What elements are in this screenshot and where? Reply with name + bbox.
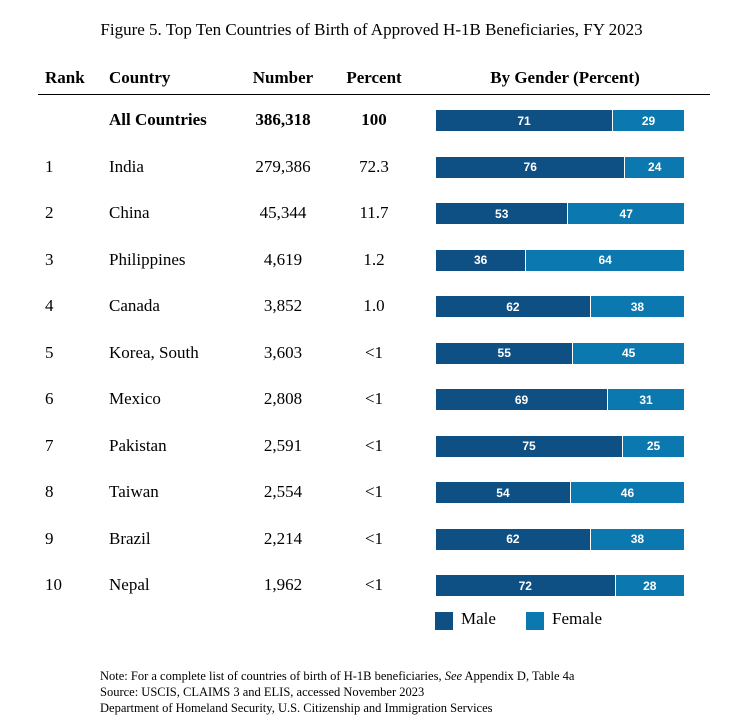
percent-cell: <1 [364,389,384,408]
note-line: Note: For a complete list of countries o… [100,668,574,684]
male-bar-segment: 72 [436,575,615,596]
number-cell: 45,344 [259,203,307,222]
note-see: See [444,669,463,683]
rank-cell: 10 [45,575,62,594]
legend-female-label: Female [552,609,603,628]
number-cell: 2,591 [263,435,303,455]
rank-cell: 2 [45,203,54,222]
female-bar-segment: 38 [589,528,684,550]
header-number: Number [252,68,314,87]
country-cell: India [109,156,144,176]
legend-male-swatch [435,612,453,630]
male-bar-segment: 55 [436,342,573,364]
agency-line: Department of Homeland Security, U.S. Ci… [100,701,493,715]
male-bar-segment: 71 [436,110,613,131]
percent-cell: 72.3 [359,156,389,176]
percent-cell: <1 [364,435,384,455]
rank-cell: 5 [45,342,54,362]
rank-cell: 1 [45,156,54,176]
number-cell: 3,852 [263,296,303,315]
percent-cell: 100 [361,110,387,129]
rank-cell: 6 [45,389,54,408]
header-rule [38,94,710,95]
header-percent: Percent [346,68,402,87]
percent-cell: 1.2 [363,249,385,269]
note-suffix: Appendix D, Table 4a [462,669,575,683]
number-cell: 2,554 [263,482,303,501]
gender-bar: 62 38 [436,528,684,550]
rank-cell: 7 [45,435,54,455]
male-bar-segment: 53 [436,203,568,224]
number-cell: 2,214 [263,528,303,548]
country-cell: All Countries [109,110,207,129]
country-cell: Taiwan [109,482,159,501]
chart-title: Figure 5. Top Ten Countries of Birth of … [100,20,643,39]
male-bar-segment: 36 [436,249,526,271]
female-bar-segment: 24 [624,156,684,178]
header-rank: Rank [45,68,85,87]
source-line: Source: USCIS, CLAIMS 3 and ELIS, access… [100,685,425,699]
gender-bar: 54 46 [436,482,684,503]
female-bar-segment: 31 [607,389,684,410]
female-bar-segment: 25 [622,435,684,457]
header-country: Country [109,68,171,87]
gender-bar: 76 24 [436,156,684,178]
gender-bar: 69 31 [436,389,684,410]
female-bar-segment: 28 [614,575,684,596]
number-cell: 4,619 [263,249,303,269]
female-bar-segment: 64 [525,249,684,271]
male-bar-segment: 75 [436,435,622,457]
male-bar-segment: 62 [436,296,590,317]
country-cell: Nepal [109,575,150,594]
female-bar-segment: 47 [567,203,684,224]
legend-female-swatch [526,612,544,630]
country-cell: Canada [109,296,160,315]
female-bar-segment: 29 [612,110,684,131]
percent-cell: <1 [364,575,384,594]
number-cell: 1,962 [263,575,303,594]
male-bar-segment: 54 [436,482,570,503]
gender-bar: 62 38 [436,296,684,317]
rank-cell: 9 [45,528,54,548]
rank-cell: 4 [45,296,54,315]
gender-bar: 53 47 [436,203,684,224]
percent-cell: 1.0 [363,296,385,315]
male-bar-segment: 76 [436,156,625,178]
note-prefix: Note: For a complete list of countries o… [100,669,445,683]
legend-male-label: Male [461,609,496,628]
female-bar-segment: 38 [589,296,684,317]
gender-bar: 71 29 [436,110,684,131]
percent-cell: <1 [364,342,384,362]
female-bar-segment: 45 [572,342,684,364]
country-cell: Mexico [109,389,161,408]
gender-bar: 72 28 [436,575,684,596]
country-cell: China [109,203,150,222]
number-cell: 386,318 [255,110,311,129]
footnotes: Note: For a complete list of countries o… [100,668,574,716]
country-cell: Brazil [109,528,151,548]
number-cell: 3,603 [263,342,303,362]
country-cell: Korea, South [109,342,199,362]
country-cell: Pakistan [109,435,167,455]
female-bar-segment: 46 [569,482,684,503]
percent-cell: <1 [364,482,384,501]
male-bar-segment: 62 [436,528,590,550]
gender-bar: 36 64 [436,249,684,271]
male-bar-segment: 69 [436,389,608,410]
rank-cell: 3 [45,249,54,269]
gender-bar: 75 25 [436,435,684,457]
percent-cell: <1 [364,528,384,548]
country-cell: Philippines [109,249,186,269]
rank-cell: 8 [45,482,54,501]
number-cell: 279,386 [255,156,311,176]
gender-bar: 55 45 [436,342,684,364]
header-gender: By Gender (Percent) [490,68,640,87]
percent-cell: 11.7 [359,203,389,222]
legend-female: Female [526,609,603,630]
number-cell: 2,808 [263,389,303,408]
legend-male: Male [435,609,496,630]
